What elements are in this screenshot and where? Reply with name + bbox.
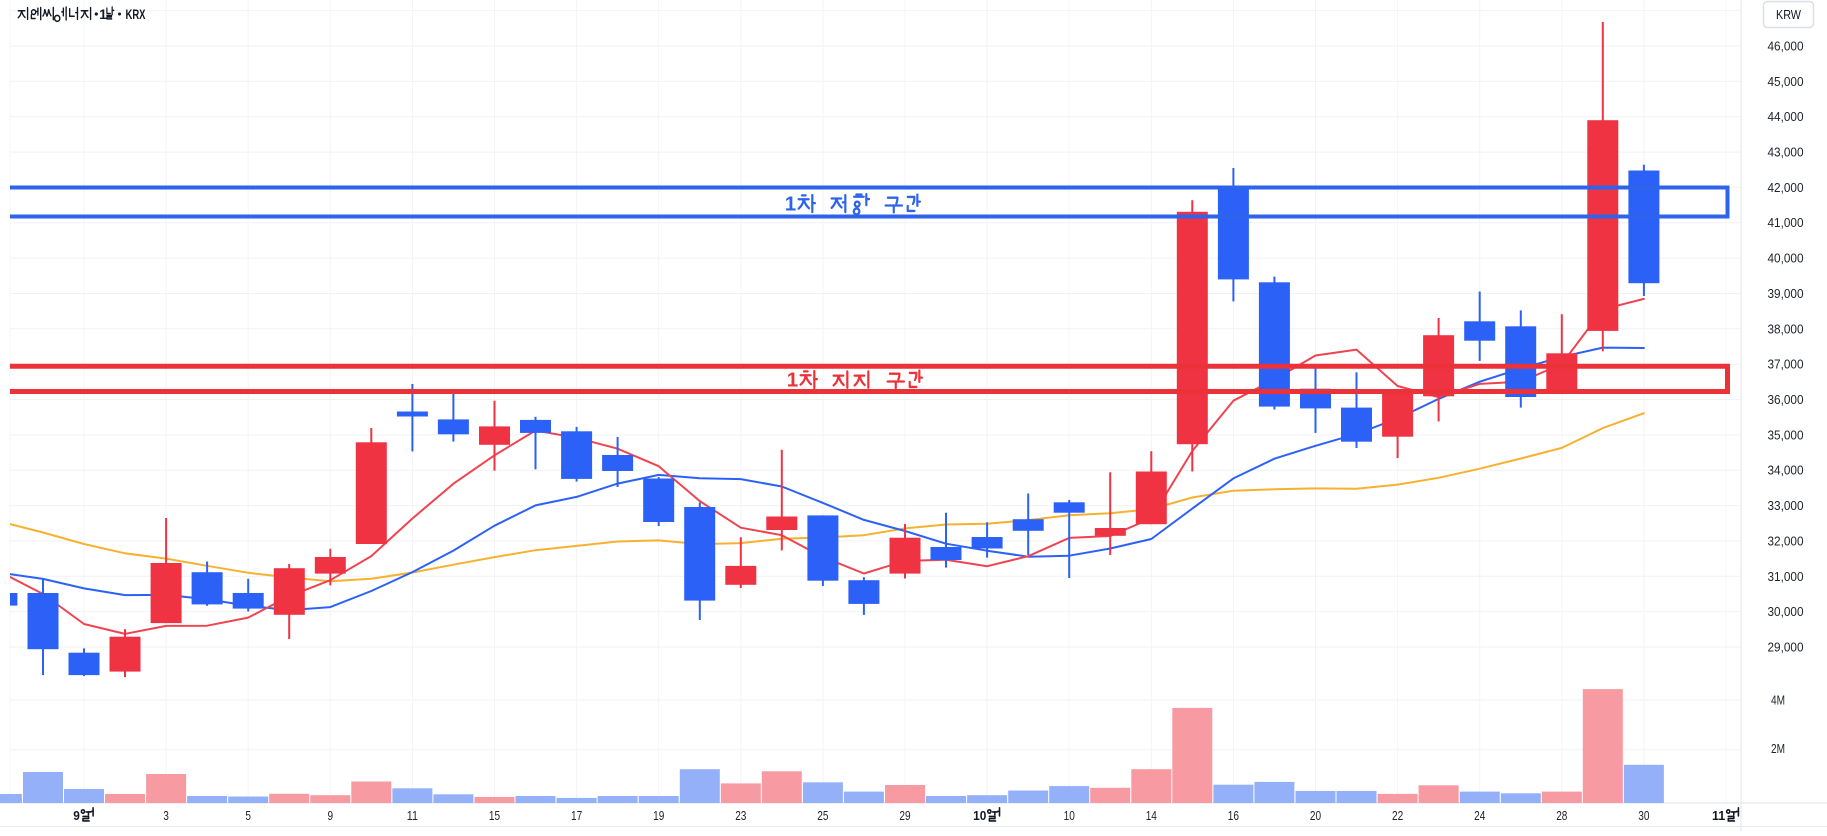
svg-text:9: 9 bbox=[328, 809, 334, 823]
svg-text:31,000: 31,000 bbox=[1768, 570, 1804, 584]
svg-text:14: 14 bbox=[1146, 809, 1157, 823]
svg-text:34,000: 34,000 bbox=[1768, 464, 1804, 478]
svg-text:22: 22 bbox=[1392, 809, 1403, 823]
svg-text:29: 29 bbox=[899, 809, 910, 823]
svg-text:10: 10 bbox=[973, 809, 986, 823]
svg-text:23: 23 bbox=[735, 809, 746, 823]
svg-text:28: 28 bbox=[1556, 809, 1567, 823]
svg-text:35,000: 35,000 bbox=[1768, 428, 1804, 442]
svg-text:11: 11 bbox=[407, 809, 418, 823]
svg-text:9: 9 bbox=[73, 809, 80, 823]
svg-text:17: 17 bbox=[571, 809, 582, 823]
svg-text:36,000: 36,000 bbox=[1768, 393, 1804, 407]
svg-text:2M: 2M bbox=[1771, 742, 1785, 756]
svg-text:16: 16 bbox=[1228, 809, 1239, 823]
svg-text:41,000: 41,000 bbox=[1768, 216, 1804, 230]
svg-text:30,000: 30,000 bbox=[1768, 605, 1804, 619]
svg-text:43,000: 43,000 bbox=[1768, 146, 1804, 160]
svg-text:25: 25 bbox=[817, 809, 828, 823]
svg-text:24: 24 bbox=[1474, 809, 1485, 823]
svg-text:39,000: 39,000 bbox=[1768, 287, 1804, 301]
svg-text:42,000: 42,000 bbox=[1768, 181, 1804, 195]
svg-text:10: 10 bbox=[1064, 809, 1075, 823]
svg-text:45,000: 45,000 bbox=[1768, 75, 1804, 89]
svg-text:4M: 4M bbox=[1771, 694, 1785, 708]
svg-text:15: 15 bbox=[489, 809, 500, 823]
svg-text:29,000: 29,000 bbox=[1768, 641, 1804, 655]
svg-text:KRX: KRX bbox=[126, 7, 146, 22]
svg-text:46,000: 46,000 bbox=[1768, 40, 1804, 54]
svg-text:1: 1 bbox=[99, 7, 107, 22]
svg-text:5: 5 bbox=[245, 809, 251, 823]
svg-text:44,000: 44,000 bbox=[1768, 110, 1804, 124]
svg-text:3: 3 bbox=[163, 809, 169, 823]
svg-text:1: 1 bbox=[785, 193, 796, 216]
svg-text:20: 20 bbox=[1310, 809, 1321, 823]
svg-text:KRW: KRW bbox=[1776, 8, 1801, 22]
svg-text:19: 19 bbox=[653, 809, 664, 823]
svg-text:32,000: 32,000 bbox=[1768, 534, 1804, 548]
svg-text:37,000: 37,000 bbox=[1768, 358, 1804, 372]
svg-text:11: 11 bbox=[1712, 809, 1725, 823]
svg-text:1: 1 bbox=[787, 369, 798, 392]
svg-text:33,000: 33,000 bbox=[1768, 499, 1804, 513]
svg-text:30: 30 bbox=[1638, 809, 1649, 823]
svg-text:40,000: 40,000 bbox=[1768, 252, 1804, 266]
svg-text:38,000: 38,000 bbox=[1768, 322, 1804, 336]
